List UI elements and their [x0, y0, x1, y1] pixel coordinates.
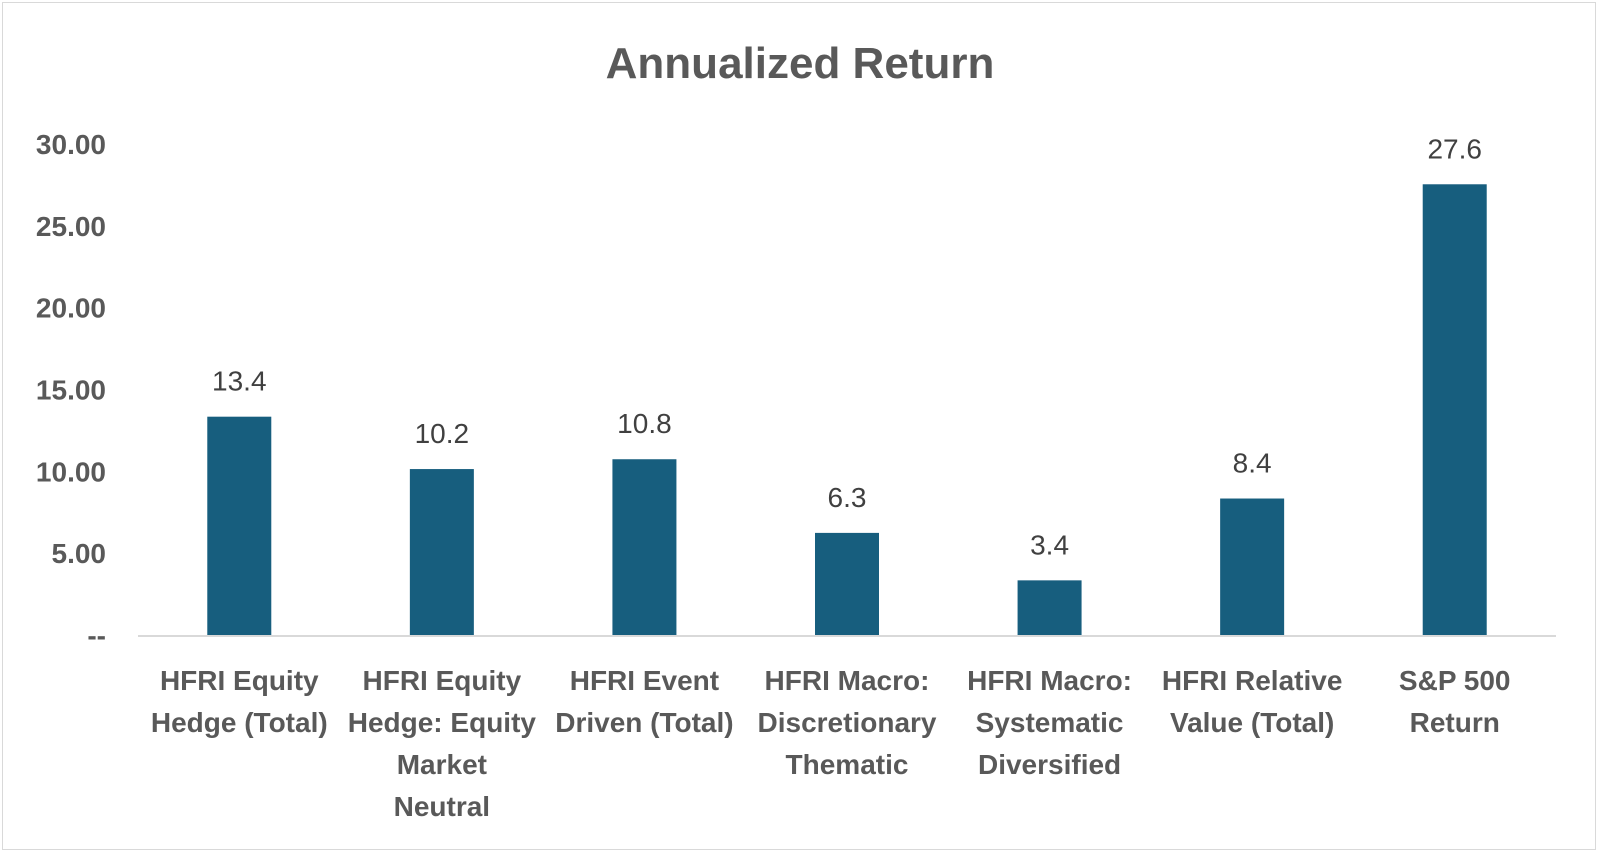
chart-title: Annualized Return [606, 39, 995, 88]
x-tick-label-line: Hedge (Total) [151, 707, 328, 738]
x-tick-label-line: Discretionary [758, 707, 937, 738]
x-tick-label-line: HFRI Event [570, 665, 719, 696]
x-tick-label: HFRI Macro: Systematic Diversified [967, 665, 1132, 780]
data-label: 10.8 [617, 408, 672, 439]
y-tick-label: 20.00 [36, 293, 106, 324]
x-tick-label-line: HFRI Macro: [765, 665, 930, 696]
y-tick-label: -- [87, 620, 106, 651]
y-tick-label: 10.00 [36, 456, 106, 487]
x-tick-label-line: Hedge: Equity [348, 707, 537, 738]
bar [1220, 498, 1285, 636]
y-tick-label: 15.00 [36, 375, 106, 406]
data-label: 3.4 [1030, 529, 1069, 560]
x-tick-label-line: Market [397, 749, 487, 780]
bar [207, 416, 272, 636]
x-tick-label-line: HFRI Macro: [967, 665, 1132, 696]
x-tick-label-line: Value (Total) [1170, 707, 1334, 738]
x-tick-label: S&P 500 Return [1399, 665, 1511, 738]
x-tick-label-line: HFRI Equity [363, 665, 522, 696]
y-tick-label: 30.00 [36, 129, 106, 160]
x-tick-label: HFRI Equity Hedge (Total) [151, 665, 328, 738]
x-tick-label: HFRI Relative Value (Total) [1162, 665, 1343, 738]
x-tick-label-line: Thematic [786, 749, 909, 780]
x-tick-label-line: Driven (Total) [555, 707, 733, 738]
data-label: 13.4 [212, 366, 267, 397]
x-tick-label: HFRI Equity Hedge: Equity Market Neutral [348, 665, 537, 822]
x-tick-label: HFRI Event Driven (Total) [555, 665, 733, 738]
data-label: 6.3 [828, 482, 867, 513]
data-label: 27.6 [1427, 133, 1482, 164]
x-tick-label-line: Diversified [978, 749, 1121, 780]
data-labels-group: 13.4 10.2 10.8 6.3 3.4 8.4 27.6 [212, 133, 1482, 560]
x-axis-labels: HFRI Equity Hedge (Total) HFRI Equity Hedge… [151, 665, 1511, 822]
bar [612, 459, 677, 636]
data-label: 8.4 [1233, 448, 1272, 479]
bar [815, 532, 879, 636]
x-tick-label-line: Systematic [976, 707, 1124, 738]
bar [409, 469, 474, 636]
x-tick-label-line: Return [1410, 707, 1500, 738]
x-tick-label-line: HFRI Equity [160, 665, 319, 696]
bars-group [207, 184, 1487, 636]
y-axis: -- 5.00 10.00 15.00 20.00 25.00 30.00 [36, 129, 106, 651]
bar [1422, 184, 1487, 636]
x-tick-label-line: HFRI Relative [1162, 665, 1343, 696]
bar [1017, 580, 1082, 636]
y-tick-label: 25.00 [36, 211, 106, 242]
x-tick-label: HFRI Macro: Discretionary Thematic [758, 665, 937, 780]
data-label: 10.2 [415, 418, 470, 449]
x-tick-label-line: S&P 500 [1399, 665, 1511, 696]
x-tick-label-line: Neutral [394, 791, 490, 822]
y-tick-label: 5.00 [52, 538, 107, 569]
